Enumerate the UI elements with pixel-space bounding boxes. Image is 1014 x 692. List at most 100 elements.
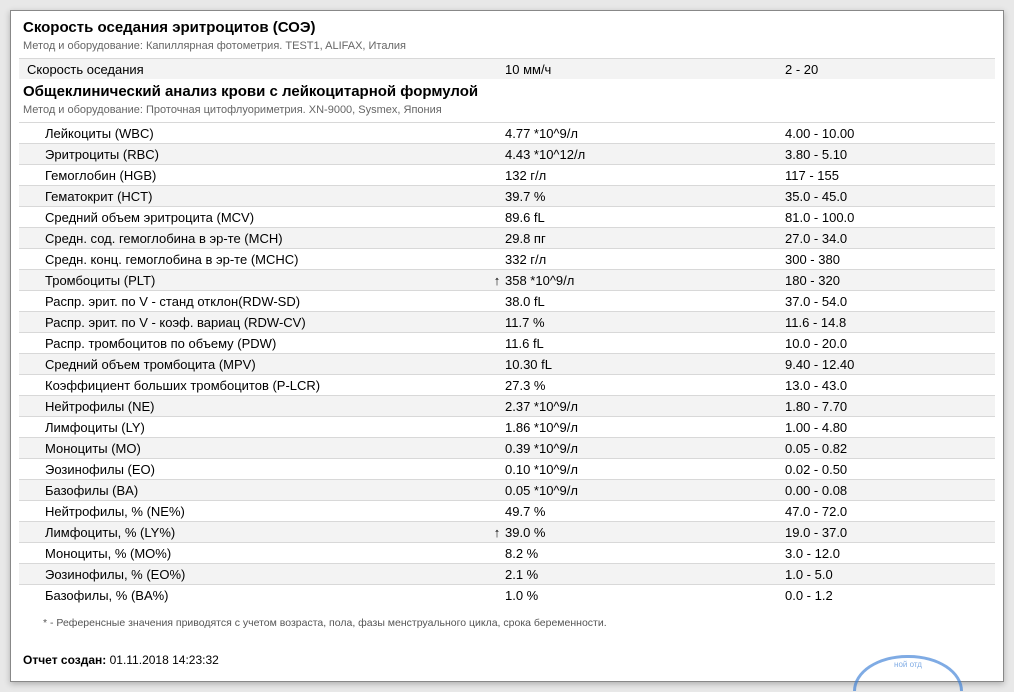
param-reference: 1.0 - 5.0 bbox=[785, 567, 995, 582]
table-row: Моноциты, % (MO%) 8.2 %3.0 - 12.0 bbox=[19, 542, 995, 563]
method-label: Метод и оборудование: bbox=[23, 40, 143, 52]
param-value: 39.7 % bbox=[505, 189, 785, 204]
param-reference: 10.0 - 20.0 bbox=[785, 336, 995, 351]
param-value: 1.86 *10^9/л bbox=[505, 420, 785, 435]
param-reference: 81.0 - 100.0 bbox=[785, 210, 995, 225]
param-reference: 0.02 - 0.50 bbox=[785, 462, 995, 477]
flag-icon: ↑ bbox=[489, 525, 505, 540]
param-value: 27.3 % bbox=[505, 378, 785, 393]
param-name: Тромбоциты (PLT) bbox=[19, 273, 489, 288]
param-value: 10 мм/ч bbox=[505, 62, 785, 77]
param-reference: 37.0 - 54.0 bbox=[785, 294, 995, 309]
param-name: Эозинофилы, % (EO%) bbox=[19, 567, 489, 582]
param-reference: 3.0 - 12.0 bbox=[785, 546, 995, 561]
table-row: Средний объем эритроцита (MCV) 89.6 fL81.… bbox=[19, 206, 995, 227]
param-reference: 1.00 - 4.80 bbox=[785, 420, 995, 435]
section2-title: Общеклинический анализ крови с лейкоцита… bbox=[19, 79, 995, 102]
param-value: 4.43 *10^12/л bbox=[505, 147, 785, 162]
param-reference: 0.0 - 1.2 bbox=[785, 588, 995, 603]
param-reference: 11.6 - 14.8 bbox=[785, 315, 995, 330]
param-value: 39.0 % bbox=[505, 525, 785, 540]
table-row: Эозинофилы, % (EO%) 2.1 %1.0 - 5.0 bbox=[19, 563, 995, 584]
param-reference: 300 - 380 bbox=[785, 252, 995, 267]
param-value: 0.39 *10^9/л bbox=[505, 441, 785, 456]
param-name: Средний объем эритроцита (MCV) bbox=[19, 210, 489, 225]
param-name: Распр. эрит. по V - станд отклон(RDW-SD) bbox=[19, 294, 489, 309]
method-label: Метод и оборудование: bbox=[23, 104, 143, 116]
table-row: Распр. тромбоцитов по объему (PDW) 11.6 f… bbox=[19, 332, 995, 353]
report-created: Отчет создан: 01.11.2018 14:23:32 bbox=[19, 633, 995, 671]
section1-rows: Скорость оседания 10 мм/ч2 - 20 bbox=[19, 58, 995, 79]
table-row: Коэффициент больших тромбоцитов (P-LCR) 2… bbox=[19, 374, 995, 395]
table-row: Распр. эрит. по V - коэф. вариац (RDW-CV… bbox=[19, 311, 995, 332]
section2-method: Метод и оборудование: Проточная цитофлуо… bbox=[19, 102, 995, 122]
report-label: Отчет создан: bbox=[23, 653, 106, 667]
param-value: 89.6 fL bbox=[505, 210, 785, 225]
param-value: 11.6 fL bbox=[505, 336, 785, 351]
method-text: Капиллярная фотометрия. TEST1, ALIFAX, И… bbox=[146, 40, 406, 52]
param-value: 358 *10^9/л bbox=[505, 273, 785, 288]
param-name: Гематокрит (HCT) bbox=[19, 189, 489, 204]
stamp-text: ной отд bbox=[894, 660, 922, 669]
param-reference: 4.00 - 10.00 bbox=[785, 126, 995, 141]
param-value: 1.0 % bbox=[505, 588, 785, 603]
param-name: Распр. тромбоцитов по объему (PDW) bbox=[19, 336, 489, 351]
param-reference: 180 - 320 bbox=[785, 273, 995, 288]
param-name: Скорость оседания bbox=[19, 62, 489, 77]
param-name: Средн. конц. гемоглобина в эр-те (MCHC) bbox=[19, 252, 489, 267]
param-value: 332 г/л bbox=[505, 252, 785, 267]
section1-title: Скорость оседания эритроцитов (СОЭ) bbox=[19, 15, 995, 38]
section2-rows: Лейкоциты (WBC) 4.77 *10^9/л4.00 - 10.00 Э… bbox=[19, 122, 995, 605]
param-reference: 3.80 - 5.10 bbox=[785, 147, 995, 162]
section1-method: Метод и оборудование: Капиллярная фотоме… bbox=[19, 38, 995, 58]
report-page: Скорость оседания эритроцитов (СОЭ) Мето… bbox=[10, 10, 1004, 682]
table-row: Распр. эрит. по V - станд отклон(RDW-SD)… bbox=[19, 290, 995, 311]
param-reference: 9.40 - 12.40 bbox=[785, 357, 995, 372]
param-reference: 19.0 - 37.0 bbox=[785, 525, 995, 540]
param-value: 11.7 % bbox=[505, 315, 785, 330]
param-name: Нейтрофилы, % (NE%) bbox=[19, 504, 489, 519]
table-row: Базофилы (BA) 0.05 *10^9/л0.00 - 0.08 bbox=[19, 479, 995, 500]
param-name: Нейтрофилы (NE) bbox=[19, 399, 489, 414]
table-row: Эозинофилы (EO) 0.10 *10^9/л0.02 - 0.50 bbox=[19, 458, 995, 479]
table-row: Гемоглобин (HGB)132 г/л117 - 155 bbox=[19, 164, 995, 185]
param-value: 8.2 % bbox=[505, 546, 785, 561]
param-value: 0.10 *10^9/л bbox=[505, 462, 785, 477]
param-reference: 2 - 20 bbox=[785, 62, 995, 77]
param-value: 2.1 % bbox=[505, 567, 785, 582]
report-value: 01.11.2018 14:23:32 bbox=[110, 653, 219, 667]
param-reference: 35.0 - 45.0 bbox=[785, 189, 995, 204]
param-name: Средн. сод. гемоглобина в эр-те (MCH) bbox=[19, 231, 489, 246]
table-row: Лимфоциты (LY)1.86 *10^9/л1.00 - 4.80 bbox=[19, 416, 995, 437]
table-row: Нейтрофилы, % (NE%) 49.7 %47.0 - 72.0 bbox=[19, 500, 995, 521]
param-name: Эозинофилы (EO) bbox=[19, 462, 489, 477]
param-value: 4.77 *10^9/л bbox=[505, 126, 785, 141]
method-text: Проточная цитофлуориметрия. XN-9000, Sys… bbox=[146, 104, 442, 116]
param-name: Распр. эрит. по V - коэф. вариац (RDW-CV… bbox=[19, 315, 489, 330]
param-value: 10.30 fL bbox=[505, 357, 785, 372]
flag-icon: ↑ bbox=[489, 273, 505, 288]
param-reference: 117 - 155 bbox=[785, 168, 995, 183]
param-value: 49.7 % bbox=[505, 504, 785, 519]
param-name: Лимфоциты, % (LY%) bbox=[19, 525, 489, 540]
param-name: Базофилы (BA) bbox=[19, 483, 489, 498]
param-name: Коэффициент больших тромбоцитов (P-LCR) bbox=[19, 378, 489, 393]
param-name: Лейкоциты (WBC) bbox=[19, 126, 489, 141]
param-name: Средний объем тромбоцита (MPV) bbox=[19, 357, 489, 372]
footnote: * - Референсные значения приводятся с уч… bbox=[19, 605, 995, 633]
table-row: Эритроциты (RBC) 4.43 *10^12/л3.80 - 5.10 bbox=[19, 143, 995, 164]
param-name: Эритроциты (RBC) bbox=[19, 147, 489, 162]
table-row: Средний объем тромбоцита (MPV) 10.30 fL9.… bbox=[19, 353, 995, 374]
param-name: Моноциты, % (MO%) bbox=[19, 546, 489, 561]
param-name: Базофилы, % (BA%) bbox=[19, 588, 489, 603]
param-value: 132 г/л bbox=[505, 168, 785, 183]
table-row: Средн. сод. гемоглобина в эр-те (MCH)29.… bbox=[19, 227, 995, 248]
param-value: 2.37 *10^9/л bbox=[505, 399, 785, 414]
table-row: Скорость оседания 10 мм/ч2 - 20 bbox=[19, 58, 995, 79]
param-value: 0.05 *10^9/л bbox=[505, 483, 785, 498]
param-reference: 0.00 - 0.08 bbox=[785, 483, 995, 498]
table-row: Лейкоциты (WBC) 4.77 *10^9/л4.00 - 10.00 bbox=[19, 122, 995, 143]
param-reference: 1.80 - 7.70 bbox=[785, 399, 995, 414]
table-row: Лимфоциты, % (LY%)↑39.0 %19.0 - 37.0 bbox=[19, 521, 995, 542]
param-reference: 47.0 - 72.0 bbox=[785, 504, 995, 519]
